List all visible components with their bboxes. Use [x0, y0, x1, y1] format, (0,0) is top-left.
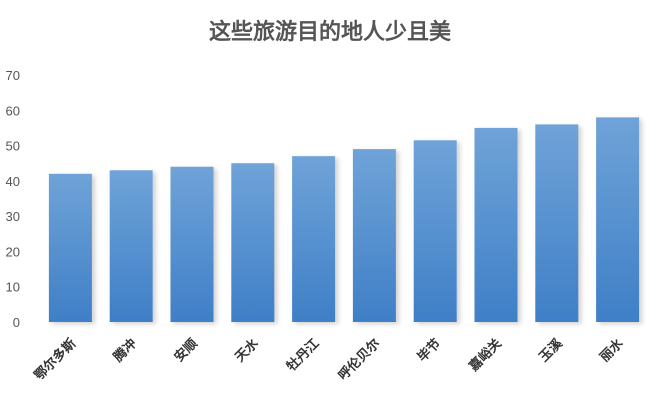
bar-2	[109, 170, 153, 322]
y-tick-label: 50	[6, 139, 20, 154]
y-tick-label: 0	[13, 315, 20, 330]
x-tick-label: 天水	[232, 335, 262, 365]
y-tick-label: 20	[6, 244, 20, 259]
x-tick-label: 毕节	[414, 336, 444, 366]
x-tick-label: 牡丹江	[284, 336, 323, 375]
bar-6	[352, 149, 396, 322]
bar-8	[474, 127, 518, 322]
y-tick-label: 10	[6, 280, 20, 295]
bar-5	[292, 156, 336, 322]
y-tick-label: 60	[6, 103, 20, 118]
bar-9	[535, 124, 579, 323]
bars	[48, 117, 640, 323]
bar-1	[48, 173, 92, 322]
chart-title: 这些旅游目的地人少且美	[208, 20, 451, 45]
y-tick-label: 30	[6, 209, 20, 224]
x-tick-label: 丽水	[597, 335, 627, 365]
y-tick-label: 70	[6, 68, 20, 83]
x-axis: 鄂尔多斯 腾冲 安顺 天水 牡丹江 呼伦贝尔 毕节 嘉峪关 玉溪 丽水	[31, 335, 627, 384]
x-tick-label: 鄂尔多斯	[31, 336, 79, 384]
x-tick-label: 玉溪	[536, 335, 566, 365]
bar-3	[170, 166, 214, 322]
x-tick-label: 安顺	[171, 336, 201, 366]
bar-10	[596, 117, 640, 322]
bar-7	[413, 140, 457, 322]
x-tick-label: 腾冲	[110, 336, 140, 366]
x-tick-label: 呼伦贝尔	[335, 336, 383, 384]
bar-4	[231, 163, 275, 322]
y-axis: 0 10 20 30 40 50 60 70	[6, 68, 20, 330]
x-tick-label: 嘉峪关	[465, 336, 505, 376]
y-tick-label: 40	[6, 174, 20, 189]
